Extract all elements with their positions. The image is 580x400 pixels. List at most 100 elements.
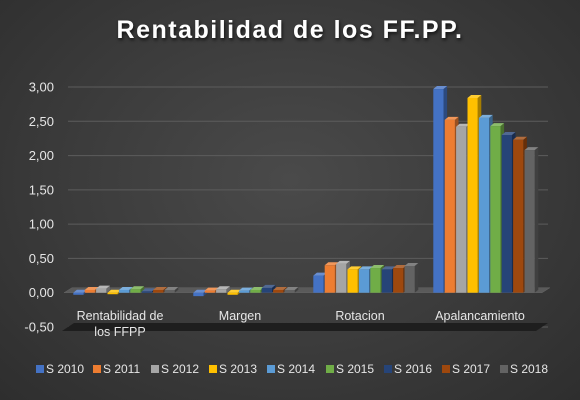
bar-front — [250, 289, 261, 293]
bar-top — [324, 262, 339, 266]
bar-front — [107, 292, 118, 295]
bar-front — [456, 126, 467, 293]
bar-front — [433, 89, 444, 293]
bar-side — [534, 147, 539, 293]
bar-front — [313, 275, 324, 293]
y-axis: -0,50 0,00 0,50 1,00 1,50 2,00 2,50 3,00 — [24, 80, 54, 335]
bar-top — [153, 286, 167, 290]
y-tick-label: 0,50 — [29, 251, 54, 266]
bar-front — [216, 289, 227, 293]
x-axis: Rentabilidad de los FFPP Margen Rotacion Apa… — [77, 309, 525, 339]
bar-side — [271, 284, 276, 293]
legend-item: S 2017 — [442, 362, 490, 376]
bar — [404, 262, 419, 293]
bar-front — [193, 292, 204, 297]
legend-label: S 2011 — [103, 362, 140, 376]
legend-label: S 2015 — [336, 362, 374, 376]
x-tick-label: Apalancamiento — [435, 309, 525, 323]
bar-layer — [73, 86, 539, 297]
legend-swatch — [209, 365, 217, 373]
bar-front — [204, 290, 215, 293]
legend-swatch — [93, 365, 101, 373]
bar-top — [370, 265, 385, 269]
bar-front — [467, 97, 478, 293]
y-tick-label: 1,50 — [29, 182, 54, 197]
legend-item: S 2010 — [36, 362, 84, 376]
legend-item: S 2016 — [384, 362, 432, 376]
legend-swatch — [384, 365, 392, 373]
bar-front — [393, 268, 404, 293]
x-tick-label: Margen — [219, 309, 261, 323]
bar-top — [456, 123, 470, 127]
bar-top — [107, 289, 122, 293]
bar-side — [174, 286, 179, 293]
bar-front — [84, 289, 95, 293]
legend-swatch — [500, 365, 508, 373]
bar — [284, 286, 299, 293]
bar — [524, 147, 539, 293]
bar-front — [381, 269, 392, 293]
bar-top — [478, 114, 493, 118]
y-tick-label: 0,00 — [29, 285, 54, 300]
bar — [96, 285, 110, 293]
bar-front — [524, 150, 535, 293]
bar-top — [261, 284, 276, 288]
bar-front — [358, 269, 370, 293]
bar-front — [490, 126, 501, 293]
bar-top — [381, 266, 396, 270]
bar — [164, 286, 179, 293]
x-tick-label: Rotacion — [335, 309, 384, 323]
bar-side — [226, 286, 230, 293]
legend-item: S 2015 — [326, 362, 374, 376]
bar-front — [370, 268, 381, 293]
bar-front — [284, 289, 295, 293]
bar-front — [130, 289, 141, 293]
legend-label: S 2018 — [510, 362, 548, 376]
bar-top — [73, 289, 88, 293]
bar-top — [404, 262, 419, 266]
legend: S 2010 S 2011 S 2012 S 2013 S 2014 S 2015 S 20… — [36, 362, 548, 376]
bar-side — [140, 286, 145, 293]
bar-front — [153, 289, 164, 293]
bar-front — [261, 287, 272, 293]
bar-front — [478, 117, 490, 293]
bar-top — [227, 289, 242, 293]
bar-top — [164, 286, 179, 290]
bar-top — [444, 116, 459, 120]
legend-label: S 2016 — [394, 362, 432, 376]
bar-top — [336, 260, 350, 264]
bar-front — [336, 263, 347, 293]
bar-front — [404, 265, 415, 293]
y-tick-label: -0,50 — [24, 320, 54, 335]
legend-swatch — [442, 365, 450, 373]
bar-front — [96, 288, 107, 293]
bar-top — [501, 132, 516, 135]
bar-front — [227, 292, 238, 295]
bar-top — [250, 286, 265, 290]
bar-top — [513, 136, 527, 140]
bar-top — [433, 86, 448, 90]
legend-item: S 2018 — [500, 362, 548, 376]
bar-front — [238, 290, 250, 293]
bar-top — [238, 287, 253, 291]
bar-side — [414, 262, 419, 293]
bar-front — [73, 292, 84, 295]
bar-front — [347, 269, 358, 293]
bar — [216, 286, 230, 293]
bar-top — [84, 286, 99, 290]
y-tick-label: 2,50 — [29, 114, 54, 129]
bar-top — [467, 94, 482, 98]
x-tick-label: los FFPP — [94, 325, 145, 339]
bar-side — [106, 285, 110, 293]
bar-top — [118, 286, 133, 290]
bar-top — [313, 272, 328, 276]
x-tick-label: Rentabilidad de — [77, 309, 164, 323]
bar-top — [273, 286, 287, 290]
bar-side — [294, 286, 299, 293]
bar-front — [324, 265, 335, 293]
bar-top — [193, 289, 208, 293]
y-tick-label: 3,00 — [29, 80, 54, 95]
y-tick-label: 1,00 — [29, 217, 54, 232]
bar-front — [118, 289, 130, 293]
